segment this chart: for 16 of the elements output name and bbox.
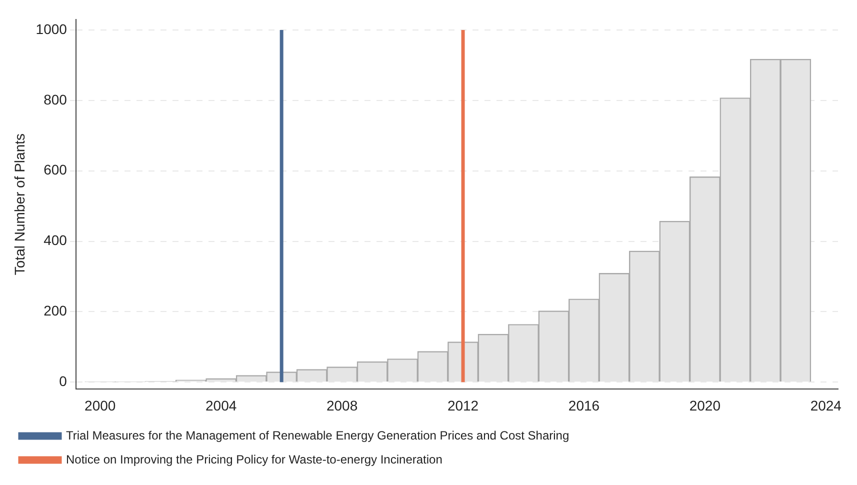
y-axis-title: Total Number of Plants <box>11 133 28 276</box>
x-tick-label: 2020 <box>689 397 721 414</box>
y-tick-label: 400 <box>44 232 68 248</box>
legend-label: Trial Measures for the Management of Renewable Energy Generation Prices and Cost Sharing <box>66 428 570 442</box>
y-tick-label: 600 <box>44 162 68 178</box>
x-tick-label: 2004 <box>206 397 237 414</box>
y-tick-label: 0 <box>59 373 68 390</box>
y-tick-label: 1000 <box>36 20 68 37</box>
y-tick-label: 200 <box>44 302 68 319</box>
x-tick-label: 2008 <box>326 397 358 414</box>
legend-label: Notice on Improving the Pricing Policy for Waste-to-energy Incineration <box>66 452 442 466</box>
x-tick-label: 2000 <box>84 397 116 414</box>
x-tick-label: 2012 <box>447 397 479 414</box>
x-tick-label: 2016 <box>568 397 600 414</box>
y-tick-label: 800 <box>44 91 68 108</box>
x-tick-label: 2024 <box>810 397 842 414</box>
